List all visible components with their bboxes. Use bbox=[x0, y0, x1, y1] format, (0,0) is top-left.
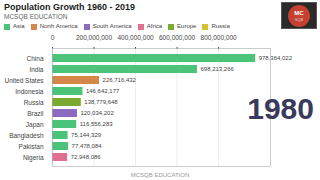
svg-text:600,000,000: 600,000,000 bbox=[159, 34, 196, 41]
html-text:SQB: SQB bbox=[294, 16, 304, 22]
svg-text:Russia: Russia bbox=[24, 99, 44, 106]
svg-text:138,779,648: 138,779,648 bbox=[84, 99, 118, 105]
svg-text:United States: United States bbox=[4, 77, 44, 84]
html-text:MCSQB EDUCATION: MCSQB EDUCATION bbox=[4, 13, 68, 20]
svg-text:India: India bbox=[29, 66, 43, 73]
html-text:MCSQB EDUCATION: MCSQB EDUCATION bbox=[130, 172, 190, 178]
html-text:1980: 1980 bbox=[247, 92, 314, 125]
svg-text:0: 0 bbox=[51, 34, 55, 41]
html-text:Asia: Asia bbox=[13, 23, 25, 29]
html-text:Europe: Europe bbox=[177, 23, 197, 29]
svg-text:698,213,266: 698,213,266 bbox=[200, 66, 234, 72]
svg-text:800,000,000: 800,000,000 bbox=[201, 34, 238, 41]
svg-text:72,948,086: 72,948,086 bbox=[71, 154, 102, 160]
svg-text:120,034,202: 120,034,202 bbox=[80, 110, 114, 116]
svg-text:116,556,283: 116,556,283 bbox=[80, 121, 114, 127]
svg-text:978,364,022: 978,364,022 bbox=[259, 55, 293, 61]
svg-text:146,642,177: 146,642,177 bbox=[86, 88, 120, 94]
svg-text:Bangladesh: Bangladesh bbox=[9, 132, 44, 140]
svg-text:Japan: Japan bbox=[26, 121, 44, 129]
html-text:MC: MC bbox=[294, 9, 304, 16]
html-text:Africa: Africa bbox=[146, 23, 163, 29]
svg-text:200,000,000: 200,000,000 bbox=[76, 34, 113, 41]
svg-text:77,478,084: 77,478,084 bbox=[72, 143, 103, 149]
svg-text:Nigeria: Nigeria bbox=[23, 154, 44, 162]
svg-text:400,000,000: 400,000,000 bbox=[117, 34, 154, 41]
html-text:South America: South America bbox=[92, 23, 132, 29]
html-text:North America: North America bbox=[39, 23, 78, 29]
svg-text:75,144,329: 75,144,329 bbox=[71, 132, 102, 138]
html-text:Russia: Russia bbox=[211, 23, 230, 29]
svg-text:Indonesia: Indonesia bbox=[15, 88, 44, 95]
svg-text:Pakistan: Pakistan bbox=[19, 143, 44, 150]
svg-text:226,716,432: 226,716,432 bbox=[103, 77, 137, 83]
html-text:Population Growth 1960 - 2019: Population Growth 1960 - 2019 bbox=[4, 2, 135, 12]
svg-text:Brazil: Brazil bbox=[27, 110, 44, 117]
svg-text:China: China bbox=[27, 55, 44, 62]
